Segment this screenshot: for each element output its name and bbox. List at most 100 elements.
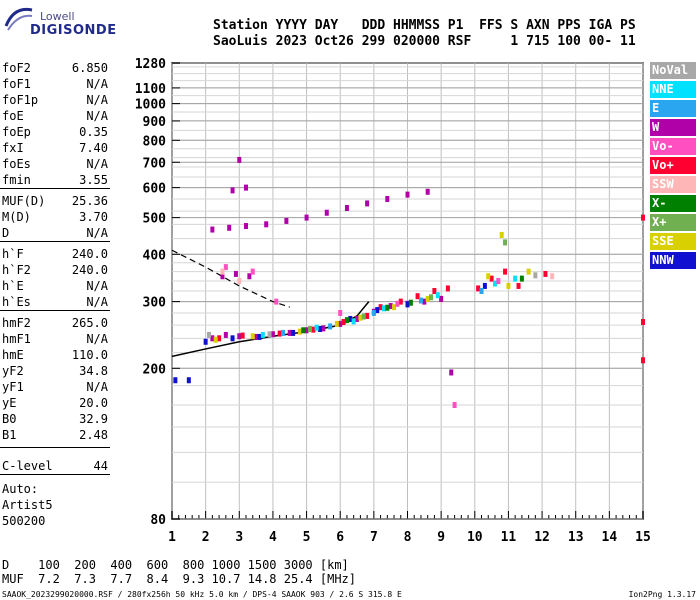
param-value: 25.36 (71, 194, 108, 208)
echo-point-sse (213, 336, 218, 343)
param-label: foF1 (2, 77, 31, 91)
y-tick-label: 1280 (135, 57, 166, 72)
echo-point-e (418, 297, 423, 304)
echo-point-w (284, 217, 289, 224)
y-tick-label: 300 (143, 296, 167, 311)
echo-point-x (503, 239, 508, 246)
echo-point-vo (240, 332, 245, 339)
echo-point-vo (516, 282, 521, 289)
echo-point-w (449, 369, 454, 376)
param-row-he: h`E N/A (2, 278, 108, 294)
legend-item-nne: NNE (650, 81, 696, 98)
echo-point-w (355, 315, 360, 322)
echo-point-vo (277, 330, 282, 337)
param-row-b0: B0 32.9 (2, 411, 108, 427)
echo-point-vo (378, 304, 383, 311)
echo-point-w (439, 295, 444, 302)
echo-point-w (233, 270, 238, 277)
echo-point-vo (415, 293, 420, 300)
legend-item-x: X- (650, 195, 696, 212)
param-value: N/A (86, 380, 108, 394)
footer-version: Ion2Png 1.3.17 (628, 590, 696, 599)
param-separator (0, 310, 110, 311)
echo-point-w (244, 223, 249, 230)
x-tick-label: 12 (534, 530, 550, 545)
y-tick-label: 200 (143, 362, 167, 377)
param-label: yE (2, 396, 17, 410)
param-value: 44 (93, 459, 108, 473)
echo-point-sse (506, 282, 511, 289)
param-value: 0.35 (79, 125, 108, 139)
echo-point-w (210, 335, 215, 342)
param-label: h`F2 (2, 263, 31, 277)
echo-point-noval (207, 331, 212, 338)
param-value: 34.8 (79, 364, 108, 378)
param-value: 3.70 (79, 210, 108, 224)
y-tick-label: 500 (143, 212, 167, 227)
echo-point-e (281, 329, 286, 336)
echo-point-x (301, 327, 306, 334)
echo-point-vo (341, 319, 346, 326)
param-value: 240.0 (71, 247, 108, 261)
echo-point-w (227, 224, 232, 231)
echo-point-ssw (220, 268, 225, 275)
echo-point-x (429, 294, 434, 301)
echo-point-sse (392, 304, 397, 311)
echo-point-w (220, 273, 225, 280)
echo-point-nnw (482, 282, 487, 289)
echo-point-w (388, 303, 393, 310)
param-value: N/A (86, 93, 108, 107)
param-row-foes: foEs N/A (2, 156, 108, 172)
echo-point-nnw (348, 315, 353, 322)
param-value: 240.0 (71, 263, 108, 277)
param-value: 6.850 (71, 61, 108, 75)
x-tick-label: 11 (501, 530, 517, 545)
x-tick-label: 3 (235, 530, 243, 545)
logo-top-text: Lowell (40, 10, 75, 23)
echo-point-nnw (230, 335, 235, 342)
echo-point-w (264, 221, 269, 228)
param-row-fof1: foF1 N/A (2, 76, 108, 92)
param-label: fxI (2, 141, 24, 155)
x-tick-label: 2 (202, 530, 210, 545)
echo-point-sse (297, 328, 302, 335)
param-row-mufd: MUF(D) 25.36 (2, 193, 108, 209)
param-value: N/A (86, 77, 108, 91)
param-value: 3.55 (79, 173, 108, 187)
param-label: h`Es (2, 295, 31, 309)
param-label: fmin (2, 173, 31, 187)
echo-point-w (385, 195, 390, 202)
param-row-d: D N/A (2, 225, 108, 241)
echo-point-nnw (291, 329, 296, 336)
echo-point-vo (641, 357, 645, 364)
param-value: 265.0 (71, 316, 108, 330)
echo-point-noval (533, 272, 538, 279)
param-row-hf2: h`F2 240.0 (2, 262, 108, 278)
echo-point-vo (641, 319, 645, 326)
param-label: yF1 (2, 380, 24, 394)
echo-point-w (247, 273, 252, 280)
param-label: D (2, 226, 10, 240)
param-row-fof2: foF2 6.850 (2, 60, 108, 76)
echo-point-x (408, 299, 413, 306)
echo-point-w (338, 320, 343, 327)
echo-point-vo (476, 285, 481, 292)
echo-point-vo (398, 298, 403, 305)
echo-point-vo (432, 288, 437, 294)
header-line-1: Station YYYY DAY DDD HHMMSS P1 FFS S AXN… (213, 18, 636, 33)
param-label: yF2 (2, 364, 24, 378)
echo-point-nnw (186, 377, 191, 384)
echo-point-w (223, 331, 228, 338)
echo-point-vo (223, 264, 228, 271)
echo-point-noval (267, 331, 272, 338)
legend-item-e: E (650, 100, 696, 117)
param-separator (0, 188, 110, 189)
param-row-fxi: fxI 7.40 (2, 140, 108, 156)
x-tick-label: 13 (568, 530, 584, 545)
echo-point-w (210, 226, 215, 233)
param-value: 110.0 (71, 348, 108, 362)
echo-point-sse (499, 231, 504, 238)
echo-point-vo (250, 268, 255, 275)
echo-point-vo (452, 402, 457, 408)
echo-point-x (385, 304, 390, 311)
